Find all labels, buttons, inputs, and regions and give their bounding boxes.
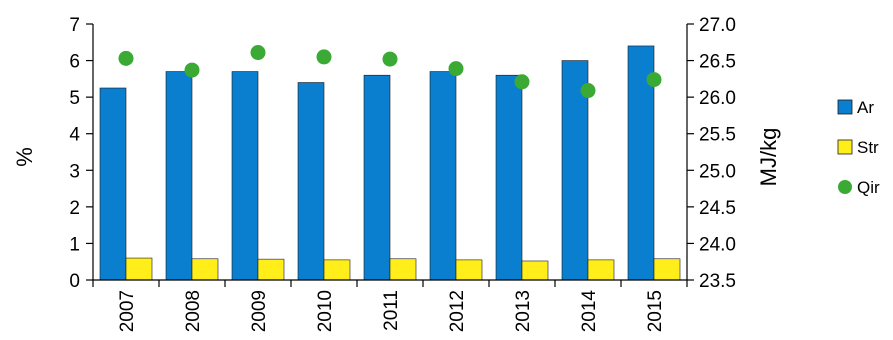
point-qir-2011 — [382, 51, 398, 67]
points-layer — [118, 45, 662, 99]
x-tick-label: 2013 — [513, 290, 534, 332]
bar-ar-2011 — [363, 74, 391, 281]
bar-str-2008 — [191, 258, 219, 281]
bar-str-2012 — [455, 259, 483, 281]
legend-label-qir: Qir — [857, 178, 880, 197]
y-tick-label: 6 — [69, 52, 80, 73]
bar-ar-2008 — [165, 71, 193, 281]
legend: Ar Str Qir — [837, 98, 880, 197]
bar-str-2010 — [323, 259, 351, 281]
bar-str-2013 — [521, 260, 549, 281]
point-qir-2008 — [184, 62, 200, 78]
y-tick-label: 7 — [69, 15, 80, 36]
legend-marker-qir — [838, 180, 852, 194]
y-tick-label: 1 — [69, 234, 80, 255]
bar-str-2015 — [653, 258, 681, 281]
y2-tick-label: 25.5 — [699, 125, 736, 146]
point-qir-2007 — [118, 50, 134, 66]
point-qir-2013 — [514, 74, 530, 90]
x-tick-label: 2011 — [381, 290, 402, 331]
y-tick-label: 4 — [69, 125, 80, 146]
bar-ar-2009 — [231, 71, 259, 281]
x-tick-label: 2008 — [183, 290, 204, 332]
y-tick-label: 5 — [69, 88, 80, 109]
y-axis-title: % — [12, 147, 37, 167]
bar-str-2007 — [125, 257, 153, 281]
y-tick-label: 2 — [69, 198, 80, 219]
y2-axis-title: MJ/kg — [756, 128, 781, 187]
y2-tick-label: 26.0 — [699, 88, 736, 109]
legend-swatch-ar — [837, 99, 853, 115]
y2-tick-label: 24.0 — [699, 234, 736, 255]
x-tick-label: 2014 — [579, 290, 600, 333]
bar-ar-2012 — [429, 71, 457, 281]
y2-tick-label: 24.5 — [699, 198, 736, 219]
bars-layer — [99, 45, 681, 281]
point-qir-2015 — [646, 72, 662, 88]
bar-str-2009 — [257, 258, 285, 281]
bar-str-2011 — [389, 258, 417, 281]
y2-tick-label: 25.0 — [699, 161, 736, 182]
point-qir-2009 — [250, 45, 266, 61]
point-qir-2014 — [580, 83, 596, 99]
y-tick-labels: 0 1 2 3 4 5 6 7 — [69, 15, 80, 292]
bar-ar-2007 — [99, 87, 127, 281]
x-tick-labels: 2007 2008 2009 2010 2011 2012 2013 2014 2015 — [117, 290, 666, 333]
x-tick-label: 2015 — [645, 290, 666, 332]
axes-layer — [86, 23, 694, 287]
y2-tick-label: 26.5 — [699, 52, 736, 73]
y-tick-label: 0 — [69, 271, 80, 292]
y2-tick-labels: 23.5 24.0 24.5 25.0 25.5 26.0 26.5 27.0 — [699, 15, 736, 292]
bar-str-2014 — [587, 259, 615, 281]
x-tick-label: 2012 — [447, 290, 468, 332]
y2-tick-label: 27.0 — [699, 15, 736, 36]
x-tick-label: 2009 — [249, 290, 270, 332]
bar-ar-2013 — [495, 74, 523, 281]
legend-label-str: Str — [857, 138, 879, 157]
point-qir-2012 — [448, 61, 464, 77]
x-tick-label: 2010 — [315, 290, 336, 332]
legend-swatch-str — [837, 139, 853, 155]
y-tick-label: 3 — [69, 161, 80, 182]
y2-tick-label: 23.5 — [699, 271, 736, 292]
bar-ar-2014 — [561, 60, 589, 281]
legend-label-ar: Ar — [857, 98, 874, 117]
bar-ar-2010 — [297, 82, 325, 281]
x-tick-label: 2007 — [117, 290, 138, 332]
point-qir-2010 — [316, 49, 332, 65]
